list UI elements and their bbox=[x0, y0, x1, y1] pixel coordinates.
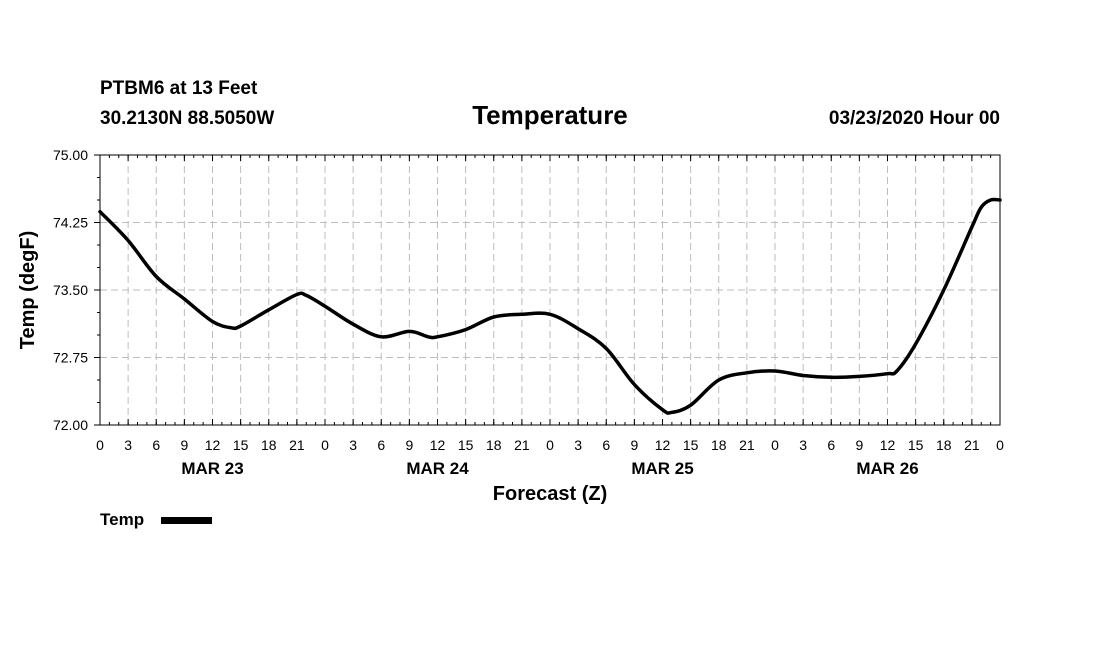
x-tick-label: 0 bbox=[771, 437, 779, 453]
x-tick-label: 12 bbox=[205, 437, 221, 453]
legend-label: Temp bbox=[100, 510, 144, 529]
y-tick-labels: 72.00 72.75 73.50 74.25 75.00 bbox=[53, 147, 88, 433]
x-tick-label: 15 bbox=[683, 437, 699, 453]
x-tick-label: 12 bbox=[430, 437, 446, 453]
x-tick-label: 21 bbox=[514, 437, 530, 453]
x-tick-label: 6 bbox=[152, 437, 160, 453]
x-tick-label: 0 bbox=[546, 437, 554, 453]
x-tick-label: 9 bbox=[180, 437, 188, 453]
x-tick-label: 12 bbox=[655, 437, 671, 453]
legend-swatch bbox=[161, 517, 212, 524]
x-tick-label: 0 bbox=[996, 437, 1004, 453]
x-tick-labels: 0 3 6 9 12 15 18 21 0 3 6 9 12 15 18 21 0 3 6 9 12 15 18 21 0 3 6 9… bbox=[96, 437, 1004, 453]
day-label: MAR 25 bbox=[631, 459, 693, 478]
x-tick-label: 6 bbox=[827, 437, 835, 453]
x-tick-label: 21 bbox=[289, 437, 305, 453]
plot-frame bbox=[99, 154, 1001, 426]
x-tick-label: 9 bbox=[405, 437, 413, 453]
x-tick-label: 9 bbox=[855, 437, 863, 453]
y-tick-label: 72.75 bbox=[53, 350, 88, 366]
x-tick-label: 18 bbox=[936, 437, 952, 453]
day-label: MAR 23 bbox=[181, 459, 243, 478]
x-tick-label: 18 bbox=[711, 437, 727, 453]
chart-title: Temperature bbox=[472, 100, 628, 130]
x-tick-label: 0 bbox=[96, 437, 104, 453]
y-tick-label: 72.00 bbox=[53, 417, 88, 433]
x-tick-label: 12 bbox=[880, 437, 896, 453]
x-tick-label: 15 bbox=[458, 437, 474, 453]
day-labels: MAR 23 MAR 24 MAR 25 MAR 26 bbox=[181, 459, 918, 478]
y-tick-label: 74.25 bbox=[53, 215, 88, 231]
x-tick-label: 18 bbox=[261, 437, 277, 453]
x-tick-label: 9 bbox=[630, 437, 638, 453]
day-label: MAR 24 bbox=[406, 459, 469, 478]
station-label: PTBM6 at 13 Feet bbox=[100, 78, 258, 99]
x-tick-label: 15 bbox=[908, 437, 924, 453]
x-tick-label: 21 bbox=[964, 437, 980, 453]
x-tick-label: 6 bbox=[377, 437, 385, 453]
run-label: 03/23/2020 Hour 00 bbox=[829, 108, 1000, 129]
x-tick-label: 3 bbox=[124, 437, 132, 453]
coords-label: 30.2130N 88.5050W bbox=[100, 108, 274, 129]
x-tick-label: 0 bbox=[321, 437, 329, 453]
grid-lines bbox=[100, 155, 1000, 425]
y-tick-label: 75.00 bbox=[53, 147, 88, 163]
x-tick-label: 21 bbox=[739, 437, 755, 453]
y-axis-label: Temp (degF) bbox=[17, 231, 39, 350]
x-tick-label: 3 bbox=[574, 437, 582, 453]
x-tick-label: 15 bbox=[233, 437, 249, 453]
x-tick-label: 3 bbox=[349, 437, 357, 453]
x-axis-label: Forecast (Z) bbox=[493, 483, 607, 505]
x-tick-label: 18 bbox=[486, 437, 502, 453]
y-tick-label: 73.50 bbox=[53, 282, 88, 298]
x-tick-label: 6 bbox=[602, 437, 610, 453]
temp-series-line bbox=[98, 197, 1002, 415]
day-label: MAR 26 bbox=[856, 459, 918, 478]
x-tick-label: 3 bbox=[799, 437, 807, 453]
